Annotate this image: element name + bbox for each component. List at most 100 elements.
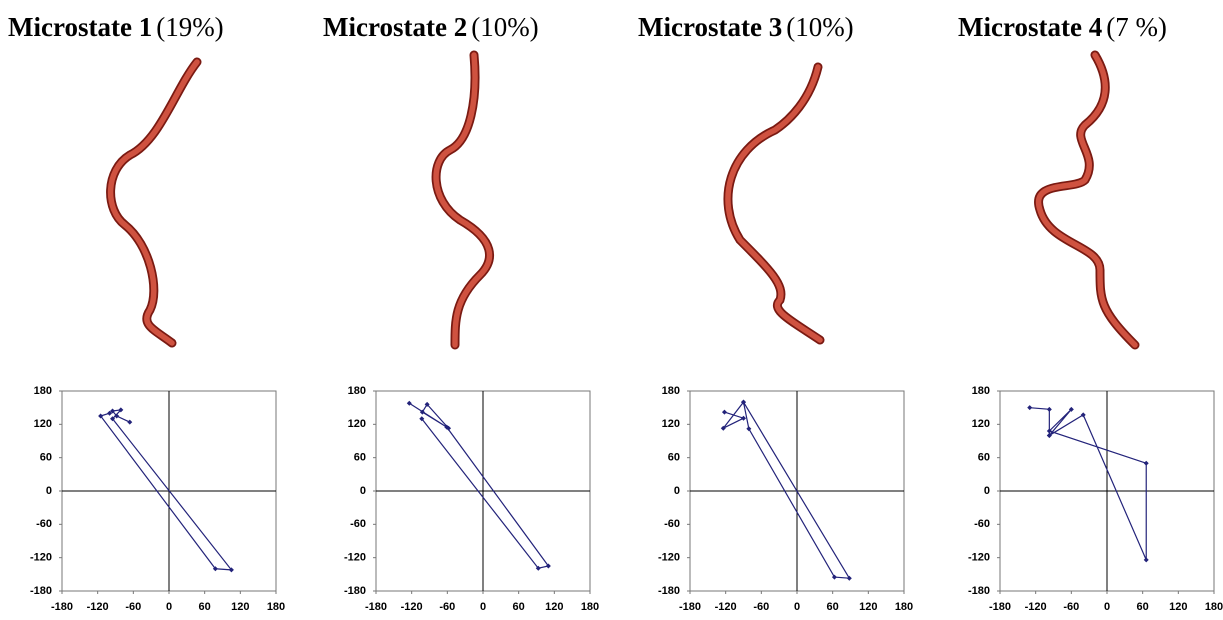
x-tick-label: 0 <box>480 601 486 613</box>
x-tick-label: -120 <box>87 601 109 613</box>
title-main: Microstate 4 <box>958 12 1102 42</box>
data-line <box>722 401 851 579</box>
y-tick-label: -180 <box>968 585 990 597</box>
x-tick-label: -180 <box>989 601 1011 613</box>
data-point <box>228 567 234 573</box>
data-point <box>535 565 541 571</box>
y-tick-label: 0 <box>984 485 990 497</box>
tube <box>107 59 200 346</box>
data-point <box>746 426 752 432</box>
title-main: Microstate 2 <box>323 12 467 42</box>
y-tick-label: -180 <box>30 585 52 597</box>
data-point <box>1143 557 1149 563</box>
y-tick-label: 0 <box>360 485 366 497</box>
data-line <box>99 409 233 571</box>
data-point <box>741 399 746 405</box>
x-tick-label: 0 <box>794 601 800 613</box>
x-tick-label: 120 <box>859 601 877 613</box>
data-line <box>408 402 550 569</box>
data-point <box>419 416 425 422</box>
title-main: Microstate 3 <box>638 12 782 42</box>
x-tick-label: -60 <box>439 601 455 613</box>
title-sub: (19%) <box>156 12 223 42</box>
x-tick-label: -120 <box>1025 601 1047 613</box>
x-tick-label: -60 <box>753 601 769 613</box>
x-tick-label: 60 <box>199 601 211 613</box>
data-point <box>424 401 430 407</box>
data-point <box>98 413 104 419</box>
x-tick-label: -60 <box>1063 601 1079 613</box>
y-tick-label: 0 <box>46 485 52 497</box>
data-point <box>1046 428 1052 434</box>
x-tick-label: -60 <box>125 601 141 613</box>
y-tick-label: -180 <box>658 585 680 597</box>
x-tick-label: 120 <box>231 601 249 613</box>
data-point <box>1046 406 1052 412</box>
y-tick-label: -60 <box>36 518 52 530</box>
y-tick-label: -120 <box>968 552 990 564</box>
x-tick-label: 120 <box>1169 601 1187 613</box>
y-tick-label: -180 <box>344 585 366 597</box>
title-sub: (10%) <box>471 12 538 42</box>
x-tick-label: -180 <box>679 601 701 613</box>
data-point <box>741 415 746 421</box>
y-tick-label: 180 <box>34 385 52 397</box>
data-point <box>1143 460 1149 466</box>
x-tick-label: 0 <box>166 601 172 613</box>
x-tick-label: -120 <box>401 601 423 613</box>
y-tick-label: 60 <box>668 452 680 464</box>
data-point <box>721 409 727 415</box>
y-tick-label: 120 <box>34 418 52 430</box>
data-point <box>720 425 726 431</box>
data-point <box>419 409 425 415</box>
chart-title: Microstate 1 (19%) <box>8 12 224 42</box>
y-tick-label: 60 <box>40 452 52 464</box>
data-point <box>831 574 837 580</box>
data-point <box>107 410 113 416</box>
data-point <box>127 419 133 425</box>
tube <box>1035 52 1138 348</box>
y-tick-label: 120 <box>972 418 990 430</box>
x-tick-label: 0 <box>1104 601 1110 613</box>
data-point <box>444 424 450 430</box>
tubes <box>106 50 1140 350</box>
x-tick-label: 180 <box>267 601 285 613</box>
y-tick-label: -60 <box>974 518 990 530</box>
data-point <box>1046 432 1052 438</box>
y-tick-label: 180 <box>972 385 990 397</box>
y-tick-label: -120 <box>344 552 366 564</box>
x-tick-label: 180 <box>895 601 913 613</box>
data-point <box>110 416 116 422</box>
tube <box>725 64 823 343</box>
tube <box>723 62 825 345</box>
x-tick-label: 60 <box>827 601 839 613</box>
data-point <box>1027 405 1033 411</box>
y-tick-label: 120 <box>348 418 366 430</box>
title-sub: (10%) <box>786 12 853 42</box>
y-tick-label: -120 <box>30 552 52 564</box>
x-tick-label: -180 <box>365 601 387 613</box>
data-point <box>406 400 412 406</box>
y-tick-label: 120 <box>662 418 680 430</box>
y-tick-label: -60 <box>664 518 680 530</box>
chart-title: Microstate 4 (7 %) <box>958 12 1167 42</box>
y-tick-label: 180 <box>662 385 680 397</box>
x-tick-label: 180 <box>581 601 599 613</box>
y-tick-label: 60 <box>978 452 990 464</box>
chart-title: Microstate 3 (10%) <box>638 12 854 42</box>
y-tick-label: -120 <box>658 552 680 564</box>
data-point <box>110 408 116 414</box>
x-tick-label: -180 <box>51 601 73 613</box>
y-tick-label: -60 <box>350 518 366 530</box>
data-point <box>114 413 120 419</box>
data-point <box>846 575 852 581</box>
tube <box>1034 50 1140 350</box>
tube <box>433 52 493 348</box>
y-tick-label: 180 <box>348 385 366 397</box>
x-tick-label: 60 <box>1137 601 1149 613</box>
data-point <box>545 563 551 569</box>
chart-title: Microstate 2 (10%) <box>323 12 539 42</box>
data-point <box>1068 406 1074 412</box>
